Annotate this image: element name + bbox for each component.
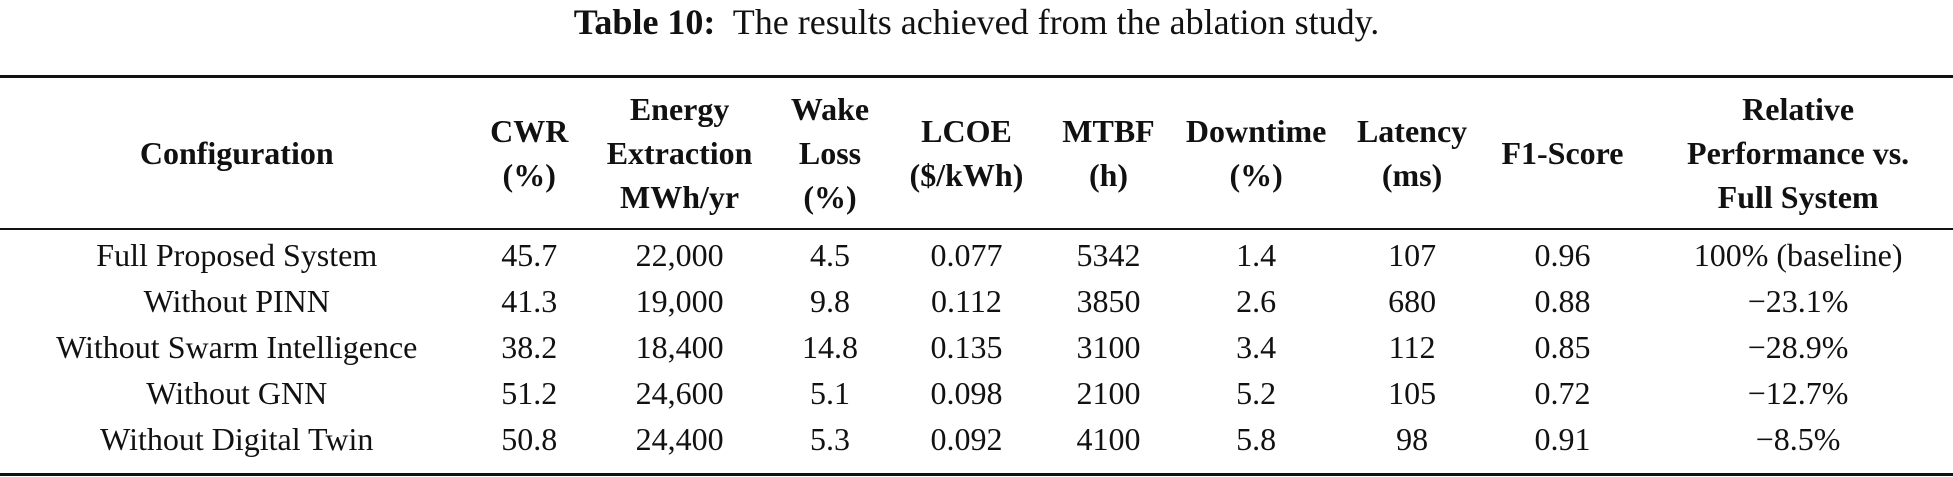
column-header: MTBF (h) xyxy=(1047,78,1170,228)
column-header-line: Latency xyxy=(1356,113,1468,149)
column-header-line: Extraction xyxy=(606,135,753,171)
table-cell: 0.72 xyxy=(1534,375,1591,411)
table-cell: 24,600 xyxy=(635,375,724,411)
table-cell: 0.135 xyxy=(930,329,1003,365)
table-cell: 0.88 xyxy=(1534,283,1591,319)
column-header-line: (%) xyxy=(803,179,857,215)
column-header: Wake Loss (%) xyxy=(774,78,885,228)
column-header-line: (%) xyxy=(502,157,556,193)
table-row: Without GNN 51.2 24,600 5.1 0.098 2100 5.2 105 0… xyxy=(0,370,1953,416)
caption-text: The results achieved from the ablation s… xyxy=(732,2,1380,42)
column-header-line: ($/kWh) xyxy=(909,157,1024,193)
table-cell: 3100 xyxy=(1076,329,1141,365)
table-cell: 0.112 xyxy=(931,283,1002,319)
column-header-line: LCOE xyxy=(921,113,1012,149)
table-cell: 2.6 xyxy=(1236,283,1277,319)
table-cell: 38.2 xyxy=(501,329,558,365)
column-header-line: (ms) xyxy=(1381,157,1443,193)
column-header: Downtime (%) xyxy=(1170,78,1343,228)
table-cell: 19,000 xyxy=(635,283,724,319)
results-table: Configuration CWR (%) Energy Extraction MWh/y… xyxy=(0,78,1953,462)
table-cell: −12.7% xyxy=(1747,375,1849,411)
table-cell: 680 xyxy=(1388,283,1437,319)
column-header: LCOE ($/kWh) xyxy=(886,78,1048,228)
header-rule xyxy=(0,228,1953,230)
table-cell: 51.2 xyxy=(501,375,558,411)
table-cell: 22,000 xyxy=(635,237,724,273)
table-cell: 41.3 xyxy=(501,283,558,319)
column-header-line: MTBF xyxy=(1062,113,1155,149)
column-header: Relative Performance vs. Full System xyxy=(1643,78,1953,228)
top-rule xyxy=(0,75,1953,78)
table-cell: 24,400 xyxy=(635,421,724,457)
table-cell: 5.8 xyxy=(1236,421,1277,457)
table-row: Without PINN 41.3 19,000 9.8 0.112 3850 2.6 680… xyxy=(0,278,1953,324)
table-cell: 0.96 xyxy=(1534,237,1591,273)
column-header: Configuration xyxy=(0,78,473,228)
table-cell: 50.8 xyxy=(501,421,558,457)
column-header-line: Wake xyxy=(790,91,870,127)
configuration-cell: Without Swarm Intelligence xyxy=(56,329,418,365)
bottom-rule xyxy=(0,473,1953,476)
column-header-line: Full System xyxy=(1717,179,1879,215)
table-cell: 0.91 xyxy=(1534,421,1591,457)
header-row: Configuration CWR (%) Energy Extraction MWh/y… xyxy=(0,78,1953,228)
table-cell: 98 xyxy=(1396,421,1429,457)
table-row: Without Swarm Intelligence 38.2 18,400 14.8… xyxy=(0,324,1953,370)
caption-label: Table 10: xyxy=(573,2,716,42)
column-header-line: (h) xyxy=(1088,157,1129,193)
table-cell: 5.1 xyxy=(809,375,850,411)
column-header-line: CWR xyxy=(490,113,569,149)
table-cell: 0.092 xyxy=(930,421,1003,457)
table-cell: 14.8 xyxy=(801,329,858,365)
table-header: Configuration CWR (%) Energy Extraction MWh/y… xyxy=(0,78,1953,228)
column-header-line: Loss xyxy=(798,135,862,171)
table-cell: −8.5% xyxy=(1755,421,1841,457)
table-cell: 18,400 xyxy=(635,329,724,365)
column-header: CWR (%) xyxy=(473,78,584,228)
table-cell: 5.3 xyxy=(809,421,850,457)
table-cell: 107 xyxy=(1388,237,1437,273)
column-header-line: Performance vs. xyxy=(1687,135,1910,171)
table-cell: 112 xyxy=(1388,329,1436,365)
column-header-line: MWh/yr xyxy=(620,179,740,215)
table-cell: −23.1% xyxy=(1747,283,1849,319)
column-header-line: Relative xyxy=(1742,91,1855,127)
table-cell: 5.2 xyxy=(1236,375,1277,411)
table-cell: 0.098 xyxy=(930,375,1003,411)
table-cell: 9.8 xyxy=(809,283,850,319)
configuration-cell: Without GNN xyxy=(146,375,328,411)
table-cell: 1.4 xyxy=(1236,237,1277,273)
column-header-line: Downtime xyxy=(1185,113,1327,149)
table-cell: 45.7 xyxy=(501,237,558,273)
table-cell: 0.85 xyxy=(1534,329,1591,365)
column-header: Latency (ms) xyxy=(1342,78,1481,228)
table-row: Without Digital Twin 50.8 24,400 5.3 0.092 41… xyxy=(0,416,1953,462)
configuration-cell: Without Digital Twin xyxy=(100,421,374,457)
column-header-line: F1-Score xyxy=(1501,135,1624,171)
column-header-line: Configuration xyxy=(139,135,334,171)
table-cell: 4.5 xyxy=(809,237,850,273)
table-cell: −28.9% xyxy=(1747,329,1849,365)
table-cell: 0.077 xyxy=(930,237,1003,273)
table-cell: 105 xyxy=(1388,375,1437,411)
table-cell: 4100 xyxy=(1076,421,1141,457)
table-body: Full Proposed System 45.7 22,000 4.5 0.077 53… xyxy=(0,228,1953,462)
table-cell: 100% (baseline) xyxy=(1693,237,1903,273)
column-header-line: (%) xyxy=(1229,157,1283,193)
column-header: Energy Extraction MWh/yr xyxy=(585,78,774,228)
column-header: F1-Score xyxy=(1482,78,1644,228)
table-cell: 3850 xyxy=(1076,283,1141,319)
table-cell: 5342 xyxy=(1076,237,1141,273)
table-caption: Table 10: The results achieved from the … xyxy=(0,0,1953,52)
table-cell: 3.4 xyxy=(1236,329,1277,365)
table-row: Full Proposed System 45.7 22,000 4.5 0.077 53… xyxy=(0,228,1953,278)
configuration-cell: Full Proposed System xyxy=(96,237,378,273)
column-header-line: Energy xyxy=(629,91,730,127)
table-cell: 2100 xyxy=(1076,375,1141,411)
configuration-cell: Without PINN xyxy=(143,283,330,319)
